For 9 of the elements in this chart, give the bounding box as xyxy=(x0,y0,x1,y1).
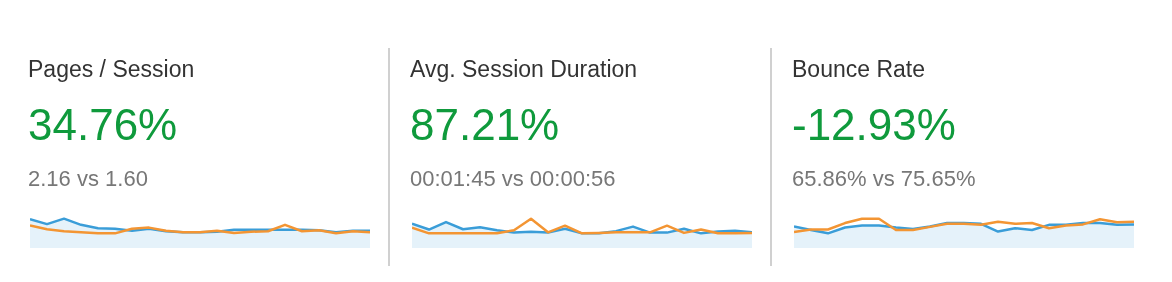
text: 87.21% xyxy=(410,100,560,150)
chart-title: Bounce Rate xyxy=(792,56,925,83)
text: 65.86% vs 75.65% xyxy=(792,166,976,192)
chart-title: Avg. Session Duration xyxy=(410,56,638,83)
chart-title: Pages / Session xyxy=(28,56,195,83)
text: -12.93% xyxy=(792,100,956,150)
text: 34.76% xyxy=(28,100,178,150)
text: 00:01:45 vs 00:00:56 xyxy=(410,166,616,192)
text: 2.16 vs 1.60 xyxy=(28,166,148,192)
